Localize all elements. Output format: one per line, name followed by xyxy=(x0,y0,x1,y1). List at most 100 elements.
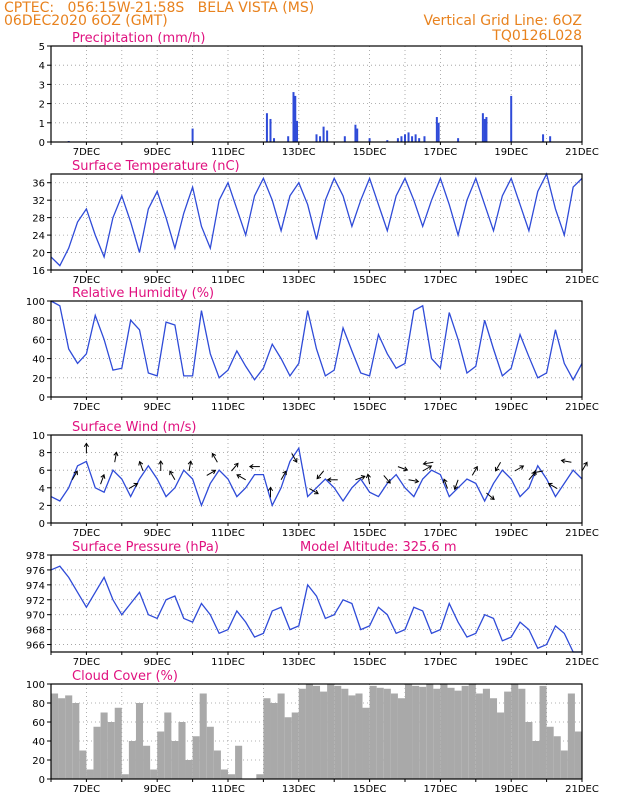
x-tick-label: 15DEC xyxy=(353,402,387,413)
cloud-bar xyxy=(114,707,122,779)
cloud-bar xyxy=(58,698,66,779)
cloud-bar xyxy=(107,722,115,779)
cloud-bar xyxy=(121,774,129,779)
wind-arrow xyxy=(248,464,260,470)
wind-arrow-shaft xyxy=(486,492,495,500)
panel-2: Surface Temperature (nC) 16 20 24 28 32 36 7DEC… xyxy=(32,159,599,286)
x-tick-label: 7DEC xyxy=(73,528,100,539)
precip-bar xyxy=(411,136,414,142)
y-tick-label: 32 xyxy=(32,196,45,207)
x-tick-label: 7DEC xyxy=(73,657,100,668)
wind-arrow-head xyxy=(73,470,78,476)
wind-arrow-head xyxy=(100,473,106,479)
y-tick-label: 972 xyxy=(26,596,45,607)
x-tick-label: 15DEC xyxy=(353,657,387,668)
cloud-bar xyxy=(51,693,59,779)
cloud-bar xyxy=(376,687,384,779)
wind-arrow-head xyxy=(560,458,566,464)
panel-5: Surface Pressure (hPa) Model Altitude: 32… xyxy=(26,540,599,668)
wind-arrow xyxy=(83,442,89,454)
wind-arrow-head xyxy=(547,482,553,488)
x-tick-label: 15DEC xyxy=(353,528,387,539)
wind-arrow-head xyxy=(236,474,242,479)
cloud-bar xyxy=(546,726,554,779)
y-tick-label: 10 xyxy=(32,431,45,442)
x-tick-label: 11DEC xyxy=(211,657,245,668)
wind-arrow xyxy=(231,462,239,472)
wind-arrow-head xyxy=(453,485,459,491)
panel-title: Precipitation (mm/h) xyxy=(72,31,205,46)
cloud-bar xyxy=(433,688,441,779)
wind-arrow-shaft xyxy=(454,479,459,490)
wind-arrow-shaft xyxy=(309,488,319,495)
x-tick-label: 13DEC xyxy=(282,147,316,158)
cloud-bar xyxy=(419,686,427,779)
panel-frame xyxy=(50,683,583,780)
panel-3: Relative Humidity (%) 0 20 40 60 80 100 7DEC 9DE… xyxy=(26,286,599,413)
wind-arrow xyxy=(408,478,420,484)
precip-bar xyxy=(457,138,460,142)
cloud-bar xyxy=(355,693,363,779)
x-tick-label: 11DEC xyxy=(211,784,245,795)
x-tick-label: 15DEC xyxy=(353,275,387,286)
y-tick-label: 20 xyxy=(32,374,45,385)
wind-arrow-shaft xyxy=(206,469,216,476)
cloud-bar xyxy=(412,685,420,779)
cloud-bar xyxy=(178,722,186,779)
wind-arrow-shaft xyxy=(471,466,478,476)
x-tick-label: 17DEC xyxy=(424,657,458,668)
cloud-bar xyxy=(291,712,299,779)
wind-arrow-head xyxy=(365,473,371,479)
y-tick-label: 6 xyxy=(39,466,45,477)
run-date-header: 06DEC2020 6OZ (GMT) xyxy=(4,13,168,29)
y-tick-label: 978 xyxy=(26,551,45,562)
wind-arrow xyxy=(211,452,218,463)
cloud-bar xyxy=(164,712,172,779)
cloud-bar xyxy=(320,691,328,779)
x-tick-label: 17DEC xyxy=(424,784,458,795)
wind-arrow xyxy=(100,473,106,485)
cloud-bar xyxy=(256,774,264,779)
panel-title: Surface Wind (m/s) xyxy=(72,420,196,435)
wind-arrow xyxy=(128,482,139,490)
wind-arrow-shaft xyxy=(188,461,192,472)
wind-arrow-head xyxy=(292,458,298,463)
x-tick-label: 19DEC xyxy=(494,528,528,539)
wind-arrow-head xyxy=(519,465,525,470)
cloud-bar xyxy=(72,703,80,779)
cloud-bar xyxy=(504,691,512,779)
wind-arrow-head xyxy=(83,442,89,448)
panel-frame xyxy=(50,45,583,143)
wind-arrow xyxy=(169,470,176,481)
precip-bar xyxy=(437,122,440,142)
cloud-bar xyxy=(390,693,398,779)
series-line xyxy=(50,565,582,653)
precip-bar xyxy=(386,140,389,142)
cloud-bar xyxy=(213,750,221,779)
wind-arrow xyxy=(397,466,409,472)
y-tick-label: 4 xyxy=(39,61,45,72)
cloud-bar xyxy=(65,695,73,779)
y-tick-label: 4 xyxy=(39,484,45,495)
precip-bar xyxy=(343,136,346,142)
precip-bar xyxy=(269,118,272,142)
y-tick-label: 28 xyxy=(32,214,45,225)
cloud-bar xyxy=(348,695,356,779)
cloud-bar xyxy=(525,722,533,779)
wind-arrow-head xyxy=(532,469,538,475)
cloud-bar xyxy=(135,703,144,779)
cloud-bar xyxy=(228,774,236,779)
precip-bar xyxy=(265,113,268,142)
cloud-bar xyxy=(298,688,306,779)
cloud-bar xyxy=(79,750,87,779)
cloud-bar xyxy=(171,741,179,779)
cloud-bar xyxy=(334,685,342,779)
cloud-bar xyxy=(482,688,490,779)
wind-arrow-shaft xyxy=(291,453,298,463)
wind-arrow-shaft xyxy=(514,465,524,472)
x-tick-label: 19DEC xyxy=(494,275,528,286)
x-tick-label: 15DEC xyxy=(353,784,387,795)
wind-arrow-shaft xyxy=(422,465,432,472)
precip-bar xyxy=(356,128,359,142)
